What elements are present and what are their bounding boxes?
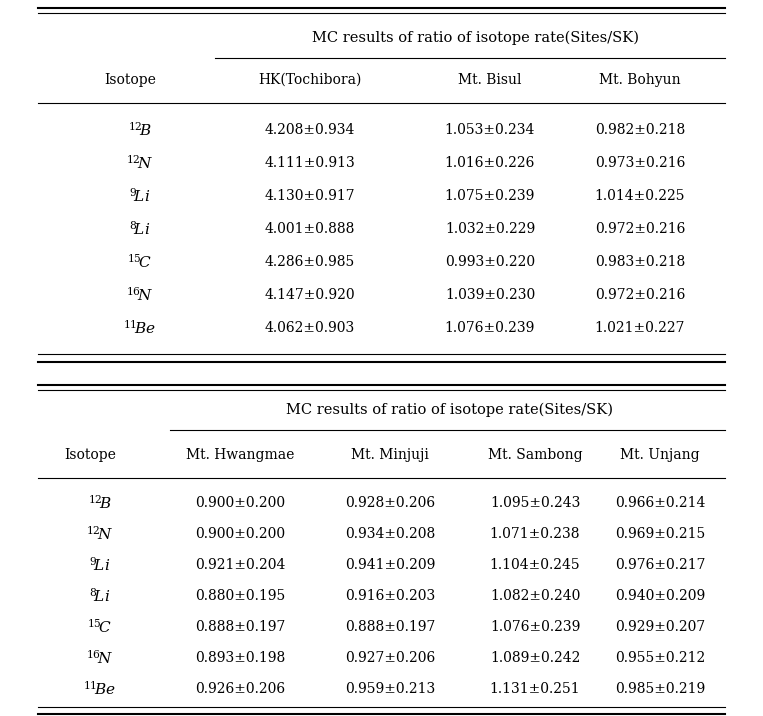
Text: 0.985±0.219: 0.985±0.219 xyxy=(615,682,705,696)
Text: 0.934±0.208: 0.934±0.208 xyxy=(345,527,435,541)
Text: 0.893±0.198: 0.893±0.198 xyxy=(195,651,285,665)
Text: $^{12}\!B$: $^{12}\!B$ xyxy=(88,494,112,512)
Text: $^{12}\!N$: $^{12}\!N$ xyxy=(86,525,114,543)
Text: 0.900±0.200: 0.900±0.200 xyxy=(195,527,285,541)
Text: 1.016±0.226: 1.016±0.226 xyxy=(445,156,535,170)
Text: 0.916±0.203: 0.916±0.203 xyxy=(345,589,435,603)
Text: 1.075±0.239: 1.075±0.239 xyxy=(445,189,535,203)
Text: 0.927±0.206: 0.927±0.206 xyxy=(345,651,435,665)
Text: $^{9}\!Li$: $^{9}\!Li$ xyxy=(130,187,150,205)
Text: 4.147±0.920: 4.147±0.920 xyxy=(265,288,356,302)
Text: $^{11}\!Be$: $^{11}\!Be$ xyxy=(124,319,156,337)
Text: 0.982±0.218: 0.982±0.218 xyxy=(595,123,685,137)
Text: HK(Tochibora): HK(Tochibora) xyxy=(259,73,362,87)
Text: 0.921±0.204: 0.921±0.204 xyxy=(195,558,285,572)
Text: 1.131±0.251: 1.131±0.251 xyxy=(490,682,581,696)
Text: 0.888±0.197: 0.888±0.197 xyxy=(195,620,285,634)
Text: 4.062±0.903: 4.062±0.903 xyxy=(265,321,355,335)
Text: MC results of ratio of isotope rate(Sites/SK): MC results of ratio of isotope rate(Site… xyxy=(286,403,613,417)
Text: 1.071±0.238: 1.071±0.238 xyxy=(490,527,580,541)
Text: 0.993±0.220: 0.993±0.220 xyxy=(445,255,535,269)
Text: 1.032±0.229: 1.032±0.229 xyxy=(445,222,535,236)
Text: 1.089±0.242: 1.089±0.242 xyxy=(490,651,580,665)
Text: $^{11}\!Be$: $^{11}\!Be$ xyxy=(83,680,117,698)
Text: 4.130±0.917: 4.130±0.917 xyxy=(265,189,356,203)
Text: MC results of ratio of isotope rate(Sites/SK): MC results of ratio of isotope rate(Site… xyxy=(311,31,639,45)
Text: 1.076±0.239: 1.076±0.239 xyxy=(445,321,535,335)
Text: Isotope: Isotope xyxy=(104,73,156,87)
Text: 0.900±0.200: 0.900±0.200 xyxy=(195,496,285,510)
Text: $^{16}\!N$: $^{16}\!N$ xyxy=(126,286,154,304)
Text: $^{12}\!N$: $^{12}\!N$ xyxy=(126,154,154,172)
Text: Mt. Bisul: Mt. Bisul xyxy=(459,73,522,87)
Text: 1.021±0.227: 1.021±0.227 xyxy=(594,321,685,335)
Text: $^{8}\!Li$: $^{8}\!Li$ xyxy=(89,587,111,605)
Text: 0.926±0.206: 0.926±0.206 xyxy=(195,682,285,696)
Text: 0.972±0.216: 0.972±0.216 xyxy=(595,222,685,236)
Text: 0.928±0.206: 0.928±0.206 xyxy=(345,496,435,510)
Text: 0.959±0.213: 0.959±0.213 xyxy=(345,682,435,696)
Text: 0.940±0.209: 0.940±0.209 xyxy=(615,589,705,603)
Text: 4.111±0.913: 4.111±0.913 xyxy=(265,156,356,170)
Text: Mt. Unjang: Mt. Unjang xyxy=(620,448,700,462)
Text: 0.976±0.217: 0.976±0.217 xyxy=(615,558,705,572)
Text: 1.053±0.234: 1.053±0.234 xyxy=(445,123,535,137)
Text: $^{8}\!Li$: $^{8}\!Li$ xyxy=(130,220,150,238)
Text: 1.082±0.240: 1.082±0.240 xyxy=(490,589,580,603)
Text: $^{15}\!C$: $^{15}\!C$ xyxy=(127,253,153,271)
Text: 1.104±0.245: 1.104±0.245 xyxy=(490,558,581,572)
Text: 1.095±0.243: 1.095±0.243 xyxy=(490,496,580,510)
Text: 1.014±0.225: 1.014±0.225 xyxy=(594,189,685,203)
Text: 1.039±0.230: 1.039±0.230 xyxy=(445,288,535,302)
Text: Mt. Hwangmae: Mt. Hwangmae xyxy=(186,448,295,462)
Text: 0.888±0.197: 0.888±0.197 xyxy=(345,620,435,634)
Text: Mt. Minjuji: Mt. Minjuji xyxy=(351,448,429,462)
Text: Mt. Bohyun: Mt. Bohyun xyxy=(599,73,681,87)
Text: $^{12}\!B$: $^{12}\!B$ xyxy=(128,121,152,139)
Text: 0.972±0.216: 0.972±0.216 xyxy=(595,288,685,302)
Text: 0.955±0.212: 0.955±0.212 xyxy=(615,651,705,665)
Text: 0.966±0.214: 0.966±0.214 xyxy=(615,496,705,510)
Text: Mt. Sambong: Mt. Sambong xyxy=(488,448,582,462)
Text: 0.973±0.216: 0.973±0.216 xyxy=(595,156,685,170)
Text: 0.983±0.218: 0.983±0.218 xyxy=(595,255,685,269)
Text: 4.001±0.888: 4.001±0.888 xyxy=(265,222,356,236)
Text: 4.286±0.985: 4.286±0.985 xyxy=(265,255,355,269)
Text: 1.076±0.239: 1.076±0.239 xyxy=(490,620,580,634)
Text: 0.880±0.195: 0.880±0.195 xyxy=(195,589,285,603)
Text: $^{16}\!N$: $^{16}\!N$ xyxy=(86,649,114,667)
Text: $^{15}\!C$: $^{15}\!C$ xyxy=(88,618,113,636)
Text: 0.929±0.207: 0.929±0.207 xyxy=(615,620,705,634)
Text: 0.941±0.209: 0.941±0.209 xyxy=(345,558,435,572)
Text: $^{9}\!Li$: $^{9}\!Li$ xyxy=(89,556,111,574)
Text: 4.208±0.934: 4.208±0.934 xyxy=(265,123,356,137)
Text: 0.969±0.215: 0.969±0.215 xyxy=(615,527,705,541)
Text: Isotope: Isotope xyxy=(64,448,116,462)
